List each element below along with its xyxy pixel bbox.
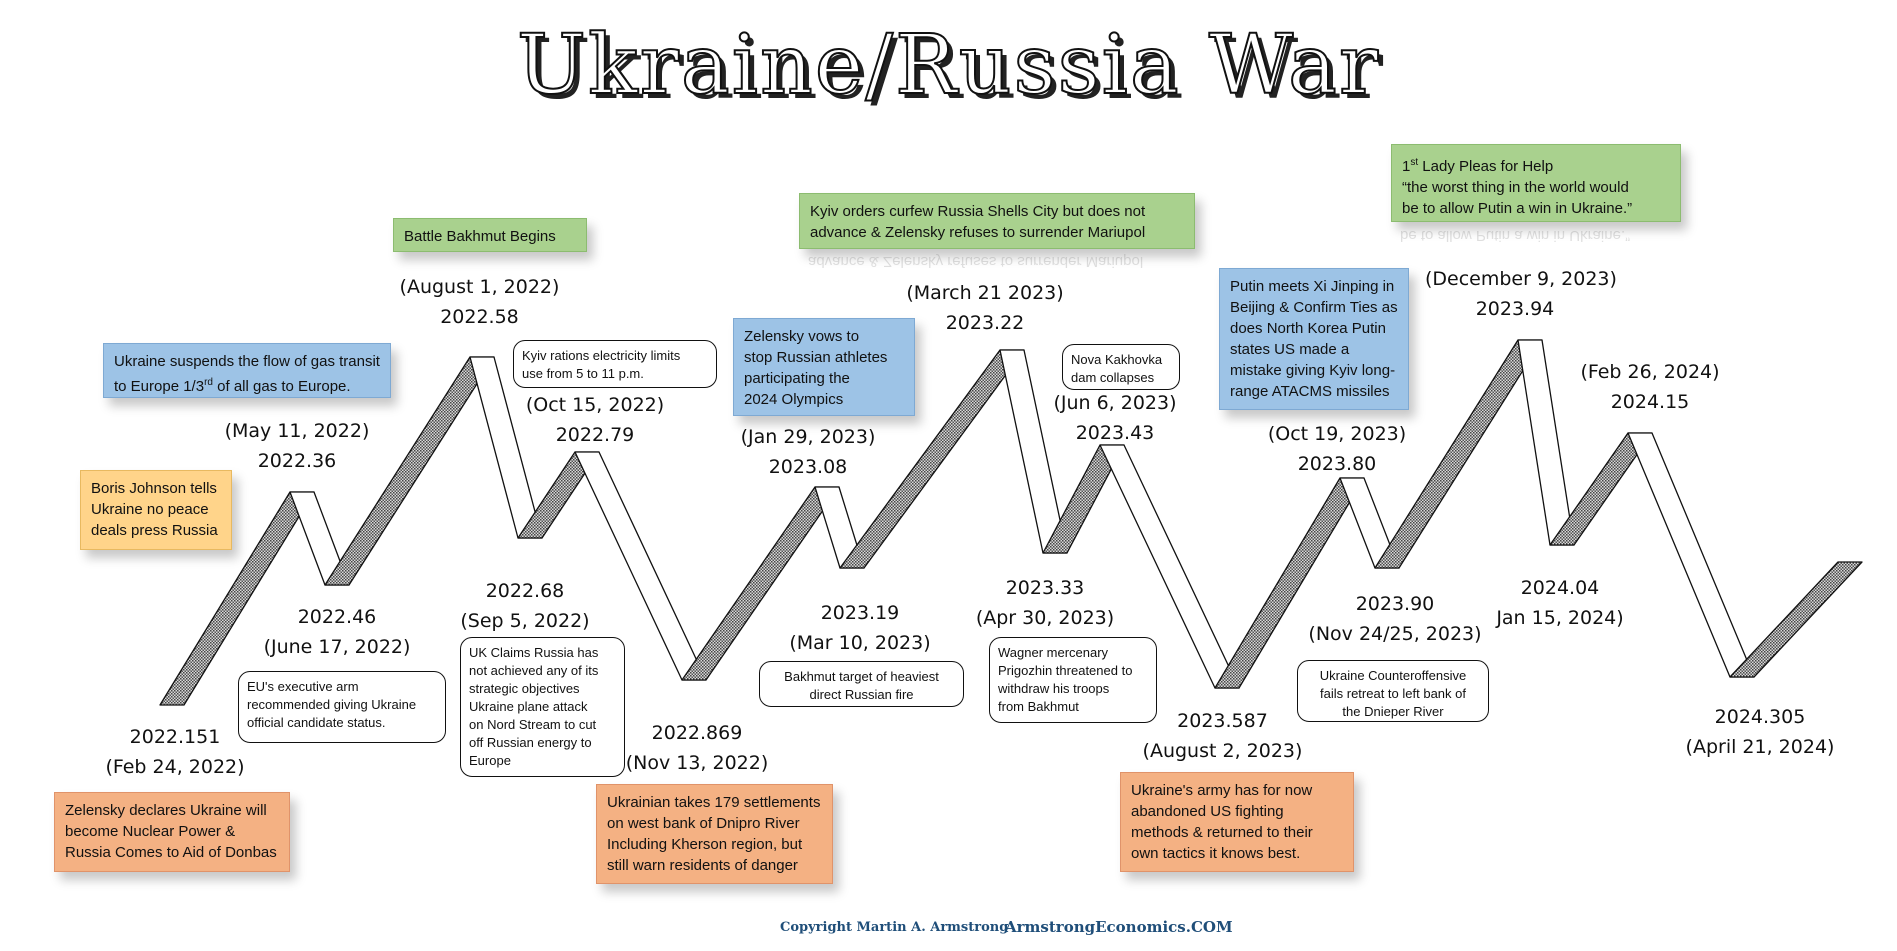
annotation-boris-johnson: Boris Johnson tells Ukraine no peace deals… xyxy=(80,470,232,550)
ribbon-segment-10 xyxy=(999,349,1068,554)
annotation-first-lady: 1st Lady Pleas for Help “the worst thing … xyxy=(1391,144,1681,222)
point-label-9: 2023.19 (Mar 10, 2023) xyxy=(789,602,931,654)
ribbon-segment-19 xyxy=(1729,561,1863,678)
point-label-18: (Feb 26, 2024) 2024.15 xyxy=(1580,361,1720,413)
kyiv-curfew-reflection: advance & Zelensky refuses to surrender … xyxy=(808,253,1144,270)
annotation-kyiv-rations: Kyiv rations electricity limits use from … xyxy=(513,340,717,388)
annotation-kyiv-curfew: Kyiv orders curfew Russia Shells City bu… xyxy=(799,193,1195,249)
annotation-uk-claims: UK Claims Russia has not achieved any of … xyxy=(460,637,625,777)
ribbon-segment-16 xyxy=(1517,339,1575,546)
annotation-settlements: Ukrainian takes 179 settlements on west b… xyxy=(596,784,833,884)
annotation-bakhmut-fire: Bakhmut target of heaviest direct Russian… xyxy=(759,661,964,707)
point-label-17: 2024.04 Jan 15, 2024) xyxy=(1496,577,1624,629)
annotation-zelensky-olympics: Zelensky vows to stop Russian athletes par… xyxy=(733,318,915,416)
point-label-14: (Oct 19, 2023) 2023.80 xyxy=(1267,423,1407,475)
point-label-6: (Oct 15, 2022) 2022.79 xyxy=(525,394,665,446)
annotation-eu-candidate: EU's executive arm recommended giving Ukr… xyxy=(238,671,446,743)
annotation-battle-bakhmut: Battle Bakhmut Begins xyxy=(393,218,587,252)
point-label-16: (December 9, 2023) 2023.94 xyxy=(1425,268,1617,320)
annotation-zelensky-nuclear: Zelensky declares Ukraine will become Nuc… xyxy=(54,792,290,872)
ribbon-segment-18 xyxy=(1627,432,1755,678)
point-label-10: (March 21 2023) 2023.22 xyxy=(906,282,1064,334)
point-label-5: 2022.68 (Sep 5, 2022) xyxy=(460,580,590,632)
annotation-nova-kakhovka: Nova Kakhovka dam collapses xyxy=(1062,344,1180,390)
annotation-wagner: Wagner mercenary Prigozhin threatened to w… xyxy=(989,637,1157,723)
point-label-19: 2024.305 (April 21, 2024) xyxy=(1685,706,1835,758)
point-label-11: 2023.33 (Apr 30, 2023) xyxy=(975,577,1115,629)
point-label-1: 2022.151 (Feb 24, 2022) xyxy=(105,726,245,778)
point-label-13: 2023.587 (August 2, 2023) xyxy=(1142,710,1303,762)
annotation-counteroffensive: Ukraine Counteroffensive fails retreat to… xyxy=(1297,660,1489,722)
point-label-8: (Jan 29, 2023) 2023.08 xyxy=(740,426,876,478)
annotation-gas-transit: Ukraine suspends the flow of gas transit… xyxy=(103,343,391,398)
copyright-text: Copyright Martin A. Armstrong xyxy=(780,920,1009,935)
point-label-7: 2022.869 (Nov 13, 2022) xyxy=(625,722,769,774)
annotation-ukraine-army: Ukraine's army has for now abandoned US f… xyxy=(1120,772,1354,872)
point-label-12: (Jun 6, 2023) 2023.43 xyxy=(1053,392,1177,444)
point-label-4: (August 1, 2022) 2022.58 xyxy=(399,276,560,328)
point-label-15: 2023.90 (Nov 24/25, 2023) xyxy=(1308,593,1482,645)
page-title: Ukraine/Russia War xyxy=(516,17,1381,114)
first-lady-reflection: be to allow Putin a win in Ukraine.” xyxy=(1400,227,1631,244)
point-label-2: (May 11, 2022) 2022.36 xyxy=(224,420,370,472)
annotation-putin-xi: Putin meets Xi Jinping in Beijing & Confi… xyxy=(1219,268,1409,410)
point-label-3: 2022.46 (June 17, 2022) xyxy=(263,606,411,658)
ribbon-segment-13 xyxy=(1214,477,1365,689)
website-link[interactable]: ArmstrongEconomics.COM xyxy=(1005,918,1233,936)
